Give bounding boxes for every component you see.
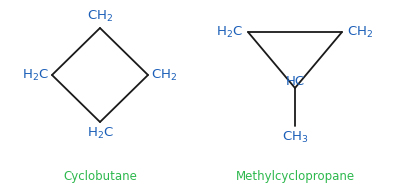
- Text: H$_2$C: H$_2$C: [86, 126, 114, 141]
- Text: CH$_2$: CH$_2$: [347, 25, 373, 40]
- Text: CH$_2$: CH$_2$: [87, 9, 113, 24]
- Text: H$_2$C: H$_2$C: [216, 25, 243, 40]
- Text: HC: HC: [286, 75, 304, 88]
- Text: Cyclobutane: Cyclobutane: [63, 170, 137, 183]
- Text: CH$_2$: CH$_2$: [151, 68, 177, 83]
- Text: Methylcyclopropane: Methylcyclopropane: [236, 170, 354, 183]
- Text: CH$_3$: CH$_3$: [282, 130, 308, 145]
- Text: H$_2$C: H$_2$C: [22, 68, 49, 83]
